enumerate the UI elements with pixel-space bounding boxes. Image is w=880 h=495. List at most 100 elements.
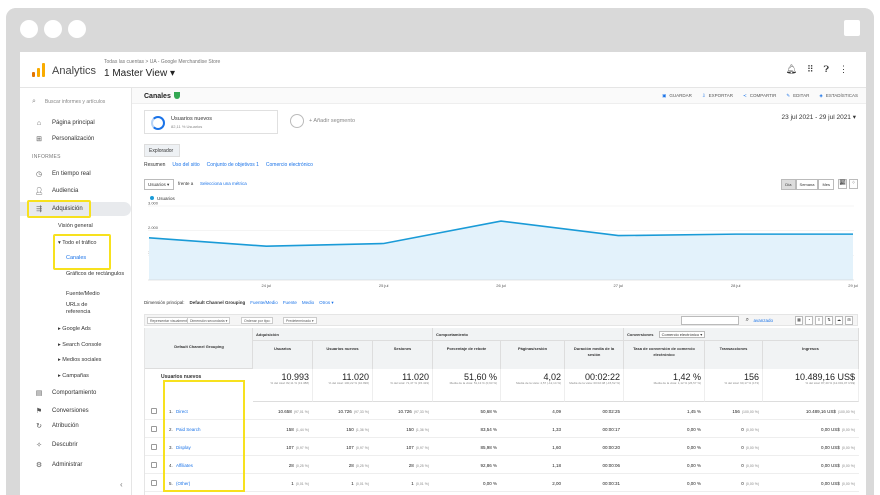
- subtab-ecommerce[interactable]: Comercio electrónico: [265, 162, 313, 168]
- column-header-users[interactable]: Usuarios: [253, 341, 313, 369]
- cell-ecommerce-conversion-rate: 0,00 %: [624, 463, 701, 468]
- header-icons: 🔔︎ ⠿ ❓︎ ⋮: [786, 64, 848, 75]
- sidebar-item-referrals[interactable]: URLs de referencia: [66, 302, 91, 315]
- date-range-picker[interactable]: 23 jul 2021 - 29 jul 2021 ▾: [781, 114, 856, 121]
- edit-button[interactable]: ✎ EDITAR: [786, 93, 810, 98]
- dimension-link-other[interactable]: Otros ▾: [319, 300, 334, 305]
- tab-explorer[interactable]: Explorador: [144, 144, 180, 157]
- column-header-pages-per-session[interactable]: Páginas/sesión: [501, 341, 565, 369]
- channel-name-link[interactable]: Display: [176, 445, 191, 450]
- subtab-summary[interactable]: Resumen: [144, 162, 166, 168]
- cell-percent: (100,00 %): [837, 410, 855, 414]
- search-input[interactable]: Buscar informes y artículos: [44, 99, 106, 105]
- channel-name-link[interactable]: Affiliates: [176, 463, 193, 468]
- column-header-ecommerce-conversion-rate[interactable]: Tasa de conversión de comercio electróni…: [624, 341, 705, 369]
- row-checkbox[interactable]: [151, 426, 157, 432]
- help-icon[interactable]: ❓︎: [823, 64, 829, 74]
- row-checkbox[interactable]: [151, 462, 157, 468]
- export-button[interactable]: ⇩ EXPORTAR: [701, 93, 734, 98]
- cell-percent: (0,00 %): [745, 482, 759, 486]
- secondary-dimension-select[interactable]: Dimensión secundaria ▾: [187, 317, 231, 324]
- granularity-day[interactable]: Día: [781, 179, 796, 190]
- sidebar-item-discover[interactable]: ✧ Descubrir: [20, 438, 131, 452]
- row-checkbox[interactable]: [151, 480, 157, 486]
- granularity-week[interactable]: Semana: [795, 179, 819, 190]
- sidebar-item-attribution[interactable]: ↻ Atribución: [20, 419, 131, 433]
- sidebar-item-campaigns[interactable]: ▸ Campañas: [58, 373, 89, 379]
- add-segment-circle-icon: [290, 114, 304, 128]
- cell-value: 0,00 US$: [821, 445, 840, 450]
- sidebar-item-behavior[interactable]: ▤ Comportamiento: [35, 390, 97, 397]
- metric-select[interactable]: Usuarios ▾: [144, 179, 174, 190]
- x-tick-label: 28 jul: [731, 283, 741, 288]
- table-search-input[interactable]: [681, 316, 739, 325]
- scatter-chart-icon[interactable]: ⁘: [849, 179, 858, 189]
- cell-new-users: 1 (0,01 %): [313, 481, 369, 486]
- percentage-view-icon[interactable]: ◔: [805, 316, 813, 325]
- sidebar-item-home[interactable]: ⌂ Página principal: [20, 116, 131, 130]
- plot-rows-button[interactable]: Representar visualmente: [147, 317, 192, 324]
- granularity-month[interactable]: Mes: [818, 179, 834, 190]
- segment-card[interactable]: Usuarios nuevos 82,11 % Usuarios: [144, 110, 278, 134]
- sidebar-item-conversions[interactable]: ⚑ Conversiones: [35, 408, 89, 415]
- sidebar-item-all-traffic[interactable]: ▾ Todo el tráfico: [58, 240, 97, 246]
- sidebar-item-channels[interactable]: Canales: [66, 255, 87, 261]
- cell-value: 0,00 %: [686, 463, 701, 468]
- dimension-link-medium[interactable]: Medio: [301, 300, 315, 305]
- share-button[interactable]: ≺ COMPARTIR: [743, 93, 777, 98]
- column-header-new-users[interactable]: Usuarios nuevos: [313, 341, 373, 369]
- sidebar-item-admin[interactable]: ⚙ Administrar: [35, 462, 83, 469]
- sidebar-item-source-medium[interactable]: Fuente/Medio: [66, 291, 100, 297]
- primary-dimension-current[interactable]: Default Channel Grouping: [189, 300, 246, 305]
- column-header-transactions[interactable]: Transacciones: [705, 341, 763, 369]
- performance-view-icon[interactable]: ≡: [815, 316, 823, 325]
- save-button[interactable]: ▣ GUARDAR: [662, 93, 692, 98]
- pivot-view-icon[interactable]: ⊞: [845, 316, 853, 325]
- row-checkbox[interactable]: [151, 408, 157, 414]
- window-control-icon[interactable]: [844, 20, 860, 36]
- sidebar-item-realtime[interactable]: ◷ En tiempo real: [35, 171, 91, 178]
- column-header-avg-session-duration[interactable]: Duración media de la sesión: [565, 341, 624, 369]
- column-header-bounce-rate[interactable]: Porcentaje de rebote: [433, 341, 501, 369]
- select-metric-link[interactable]: Selecciona una métrica: [200, 181, 247, 186]
- row-checkbox[interactable]: [151, 444, 157, 450]
- dimension-link-source-medium[interactable]: Fuente/Medio: [250, 300, 278, 305]
- apps-icon[interactable]: ⠿: [806, 64, 814, 74]
- sidebar-item-search-console[interactable]: ▸ Search Console: [58, 342, 102, 348]
- view-selector[interactable]: 1 Master View ▾: [104, 68, 175, 79]
- sidebar-item-treemaps[interactable]: Gráficos de rectángulos: [66, 271, 125, 277]
- term-cloud-icon[interactable]: ☁: [835, 316, 843, 325]
- insights-button[interactable]: ◈ ESTADÍSTICAS: [819, 93, 858, 98]
- add-segment-button[interactable]: + Añadir segmento: [290, 114, 355, 128]
- ecommerce-select[interactable]: Comercio electrónico ▾: [658, 331, 706, 338]
- column-header-sessions[interactable]: Sesiones: [373, 341, 433, 369]
- advanced-filter-link[interactable]: avanzado: [753, 318, 773, 323]
- channel-name-link[interactable]: (Other): [176, 481, 191, 486]
- channel-name-link[interactable]: Paid Search: [176, 427, 201, 432]
- sort-type-select[interactable]: Predeterminado ▾: [283, 317, 317, 324]
- comparison-view-icon[interactable]: ⇅: [825, 316, 833, 325]
- collapse-sidebar-icon[interactable]: ‹: [120, 480, 123, 489]
- column-header-revenue[interactable]: Ingresos: [763, 341, 859, 369]
- subtab-site-usage[interactable]: Uso del sitio: [172, 162, 200, 168]
- sidebar-item-social[interactable]: ▸ Medios sociales: [58, 357, 102, 363]
- table-row: 4. Affiliates 28 (0,25 %) 28 (0,25 %) 28 (0,25 …: [145, 457, 859, 474]
- sidebar-item-customization[interactable]: ⊞ Personalización: [20, 132, 131, 146]
- search-icon[interactable]: ⌕: [745, 317, 749, 323]
- subtab-goal-set[interactable]: Conjunto de objetivos 1: [206, 162, 259, 168]
- channel-name-link[interactable]: Direct: [176, 409, 188, 414]
- cell-percent: (97,33 %): [353, 410, 369, 414]
- data-view-icon[interactable]: ▦: [795, 316, 803, 325]
- sidebar-item-acquisition[interactable]: ⇶ Adquisición: [20, 202, 131, 216]
- sidebar-item-audience[interactable]: 👤︎ Audiencia: [34, 188, 79, 195]
- sidebar-search[interactable]: ⌕ Buscar informes y artículos: [32, 98, 105, 106]
- dimension-link-source[interactable]: Fuente: [282, 300, 297, 305]
- more-icon[interactable]: ⋮: [839, 64, 848, 74]
- account-breadcrumb[interactable]: Todas las cuentas > UA - Google Merchand…: [104, 59, 221, 65]
- sidebar-item-overview[interactable]: Visión general: [58, 223, 93, 229]
- line-chart-icon[interactable]: 📈︎: [838, 179, 847, 189]
- cell-revenue: 0,00 US$ (0,00 %): [763, 427, 855, 432]
- bell-icon[interactable]: 🔔︎: [785, 64, 797, 74]
- channel-grouping-header[interactable]: Default Channel Grouping: [174, 344, 224, 349]
- sidebar-item-google-ads[interactable]: ▸ Google Ads: [58, 326, 91, 332]
